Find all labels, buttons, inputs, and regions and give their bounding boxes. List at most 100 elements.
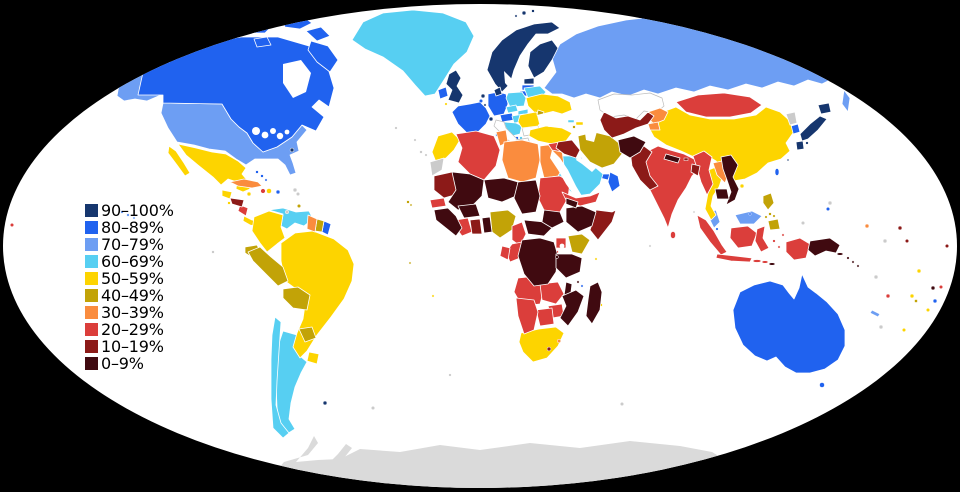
island-dot — [914, 299, 918, 303]
island-dot — [909, 293, 915, 299]
region-lesser-antilles — [295, 191, 301, 197]
legend-swatch — [85, 306, 98, 319]
region-oman — [607, 171, 621, 193]
region-svalbard — [531, 9, 535, 13]
legend-item: 60–69% — [85, 252, 174, 271]
region-arctic-island — [305, 26, 331, 42]
seas-and-lakes — [252, 60, 748, 249]
legend-item: 40–49% — [85, 286, 174, 305]
hudson-bay — [283, 60, 311, 98]
region-netherlands — [480, 93, 486, 99]
region-mayotte — [580, 284, 584, 288]
bucket-0-9 — [433, 135, 936, 327]
region-cape-verde — [409, 203, 413, 207]
region-libya — [501, 139, 541, 183]
region-tasmania — [819, 382, 825, 388]
region-romania — [517, 111, 543, 129]
region-gabon — [499, 245, 511, 261]
region-andaman — [692, 210, 696, 214]
island-dot — [825, 206, 831, 212]
region-tristan — [448, 373, 452, 377]
region-namibia — [515, 297, 539, 335]
region-luxembourg — [483, 103, 487, 107]
region-sudan — [537, 175, 571, 215]
region-bhutan — [683, 157, 689, 161]
legend-label: 10–19% — [101, 337, 164, 356]
region-maluku — [772, 239, 776, 243]
region-uk — [445, 69, 464, 104]
region-nepal — [663, 153, 681, 164]
legend-label: 90–100% — [101, 201, 174, 220]
region-finland — [527, 39, 559, 79]
region-kenya — [567, 233, 591, 255]
island-dot — [925, 307, 931, 313]
island-dot — [9, 222, 15, 228]
legend: 90–100% 80–89% 70–79% 60–69% 50–59% 40–4… — [85, 201, 174, 373]
region-antarctic-peninsula — [330, 444, 352, 470]
region-sulawesi — [754, 225, 770, 253]
region-japan-kyushu — [795, 140, 805, 151]
legend-swatch — [85, 238, 98, 251]
region-sakhalin — [841, 89, 851, 113]
region-switzerland — [488, 116, 494, 122]
legend-item: 30–39% — [85, 303, 174, 322]
region-peru — [247, 246, 289, 287]
region-georgia — [567, 119, 575, 123]
region-bahamas — [255, 170, 259, 174]
region-mozambique — [559, 289, 585, 327]
region-sri-lanka — [670, 231, 676, 239]
black-sea — [537, 111, 567, 127]
region-hawaii — [132, 216, 136, 220]
legend-swatch — [85, 272, 98, 285]
great-lake — [270, 128, 276, 134]
region-nicaragua — [237, 204, 249, 217]
lake-baikal — [740, 87, 748, 91]
region-vietnam — [720, 154, 740, 206]
legend-swatch — [85, 289, 98, 302]
island-dot — [827, 200, 833, 206]
region-hawaii — [120, 210, 124, 214]
region-ascension — [408, 261, 412, 265]
region-philippines-luzon — [762, 192, 775, 211]
legend-swatch — [85, 255, 98, 268]
region-botswana — [535, 307, 555, 327]
region-tajikistan — [647, 121, 661, 131]
region-mongolia — [675, 92, 763, 118]
region-austria — [499, 112, 515, 123]
legend-label: 20–29% — [101, 320, 164, 339]
region-baffin-island — [307, 40, 339, 73]
region-ethiopia — [565, 205, 597, 233]
region-estonia — [523, 77, 535, 85]
region-cambodia — [714, 188, 730, 200]
region-new-britain — [836, 252, 844, 256]
region-afghanistan — [617, 135, 647, 159]
region-armenia — [572, 125, 576, 129]
region-kalimantan — [729, 225, 758, 249]
great-lake — [276, 132, 284, 140]
caspian-sea — [584, 112, 598, 142]
region-france — [451, 101, 491, 135]
island-dot — [930, 285, 936, 291]
region-papua-new-guinea — [807, 237, 841, 257]
region-japan-hokkaido — [817, 102, 832, 115]
region-falklands — [322, 400, 328, 406]
legend-label: 0–9% — [101, 354, 144, 373]
region-kerguelen — [619, 401, 625, 407]
region-cape-verde — [406, 200, 410, 204]
red-sea — [550, 150, 582, 198]
region-south-africa — [518, 326, 565, 363]
legend-item: 10–19% — [85, 337, 174, 356]
region-uzbekistan-turkmenistan — [599, 111, 655, 139]
region-sumatra — [696, 214, 728, 256]
region-greenland — [351, 9, 475, 97]
legend-item: 70–79% — [85, 235, 174, 254]
region-australia — [732, 273, 846, 374]
region-south-georgia — [370, 405, 376, 411]
island-dot — [873, 274, 879, 280]
region-palau — [800, 220, 806, 226]
region-uruguay — [306, 351, 320, 365]
legend-swatch — [85, 204, 98, 217]
legend-swatch — [85, 357, 98, 370]
region-brunei — [748, 212, 752, 216]
